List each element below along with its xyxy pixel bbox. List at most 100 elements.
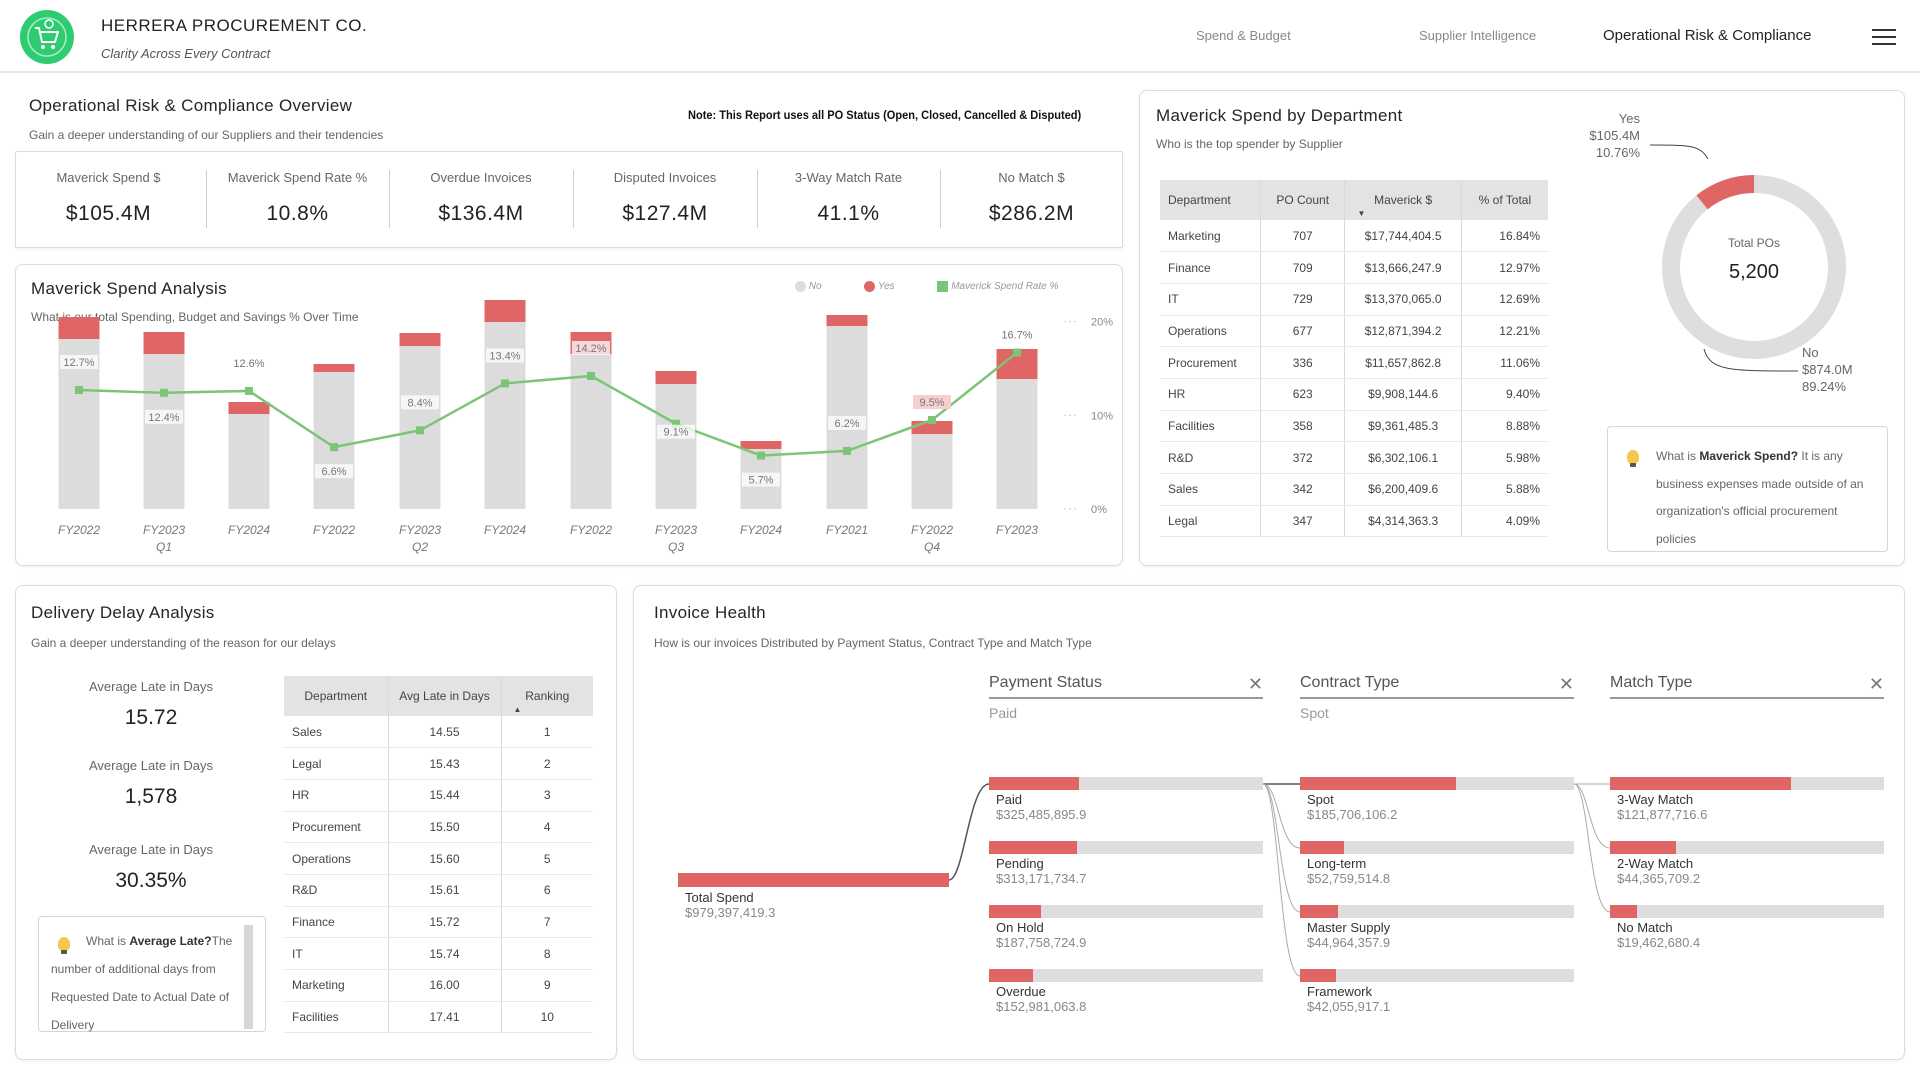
- clear-filter-icon[interactable]: ✕: [1247, 674, 1263, 694]
- rate-marker: [843, 446, 851, 455]
- delivery-table-row[interactable]: IT 15.74 8: [284, 937, 593, 970]
- contract-type-node[interactable]: Long-term $52,759,514.8: [1300, 841, 1574, 886]
- node-label: 3-Way Match: [1617, 792, 1694, 807]
- col-pct-total[interactable]: % of Total: [1460, 180, 1548, 220]
- delivery-table-row[interactable]: Legal 15.43 2: [284, 747, 593, 780]
- rate-data-label: 14.2%: [575, 343, 606, 355]
- node-label: 2-Way Match: [1617, 856, 1694, 871]
- maverick-analysis-title: Maverick Spend Analysis: [31, 279, 227, 298]
- payment-status-filter[interactable]: Payment Status ✕ Paid: [989, 674, 1263, 721]
- delivery-table-row[interactable]: Facilities 17.41 10: [284, 1001, 593, 1034]
- contract-type-node[interactable]: Framework $42,055,917.1: [1300, 969, 1574, 1014]
- match-type-node[interactable]: 3-Way Match $121,877,716.6: [1610, 777, 1884, 822]
- hamburger-menu-icon[interactable]: [1872, 29, 1896, 47]
- table-cell: $13,666,247.9: [1344, 251, 1462, 284]
- kpi-label: Overdue Invoices: [430, 170, 532, 185]
- table-cell: 15.61: [387, 874, 501, 907]
- total-spend-bar: [678, 873, 949, 887]
- col-po-count[interactable]: PO Count: [1259, 180, 1345, 220]
- node-bar-track: [1300, 905, 1574, 918]
- data-label-bg: [572, 340, 610, 355]
- table-cell: 16.84%: [1460, 220, 1548, 253]
- dept-table-row[interactable]: Procurement 336 $11,657,862.8 11.06%: [1160, 346, 1548, 379]
- clear-filter-icon[interactable]: ✕: [1558, 674, 1574, 694]
- x-tick-label: FY2024: [740, 523, 782, 537]
- dept-table-row[interactable]: Legal 347 $4,314,363.3 4.09%: [1160, 505, 1548, 538]
- nav-spend-budget[interactable]: Spend & Budget: [1196, 28, 1291, 43]
- kpi-strip: Maverick Spend $ $105.4M Maverick Spend …: [15, 151, 1123, 248]
- node-total-spend[interactable]: Total Spend $979,397,419.3: [678, 873, 949, 920]
- node-label: Framework: [1307, 984, 1373, 999]
- contract-type-node[interactable]: Master Supply $44,964,357.9: [1300, 905, 1574, 950]
- dept-table-row[interactable]: R&D 372 $6,302,106.1 5.98%: [1160, 441, 1548, 474]
- delivery-table-row[interactable]: HR 15.44 3: [284, 779, 593, 812]
- col-avg-late[interactable]: Avg Late in Days: [387, 676, 501, 716]
- nav-supplier-intelligence[interactable]: Supplier Intelligence: [1419, 28, 1537, 43]
- delivery-table-row[interactable]: Sales 14.55 1: [284, 716, 593, 749]
- dept-table-row[interactable]: Marketing 707 $17,744,404.5 16.84%: [1160, 220, 1548, 253]
- match-type-filter[interactable]: Match Type ✕: [1610, 674, 1884, 705]
- delivery-table-row[interactable]: Procurement 15.50 4: [284, 811, 593, 844]
- delivery-kpi-1: Average Late in Days 15.72: [16, 679, 286, 730]
- filter-underline: [1300, 697, 1574, 699]
- node-bar-fill: [1300, 969, 1336, 982]
- dept-table-row[interactable]: Facilities 358 $9,361,485.3 8.88%: [1160, 410, 1548, 443]
- kpi-label: Average Late in Days: [88, 758, 214, 773]
- delivery-table-row[interactable]: Operations 15.60 5: [284, 842, 593, 875]
- donut-center-value: 5,200: [1729, 261, 1779, 283]
- table-cell: 5.98%: [1460, 441, 1548, 474]
- x-tick-label: FY2023: [655, 523, 697, 537]
- dept-spend-title: Maverick Spend by Department: [1156, 106, 1403, 125]
- nav-operational-risk[interactable]: Operational Risk & Compliance: [1603, 27, 1812, 44]
- tip-body: It is any business expenses made outside…: [1656, 449, 1864, 546]
- col-maverick[interactable]: Maverick $ ▼: [1344, 180, 1462, 220]
- clear-filter-icon[interactable]: ✕: [1868, 674, 1884, 694]
- lightbulb-icon: [1627, 450, 1639, 467]
- node-bar-fill: [989, 905, 1042, 918]
- delivery-table-row[interactable]: Marketing 16.00 9: [284, 969, 593, 1002]
- y2-tick-label: 20%: [1091, 317, 1113, 329]
- delivery-kpi-2: Average Late in Days 1,578: [16, 758, 286, 809]
- node-label: Overdue: [996, 984, 1046, 999]
- delivery-table-row[interactable]: Finance 15.72 7: [284, 906, 593, 939]
- col-department[interactable]: Department: [284, 676, 388, 716]
- table-cell: $17,744,404.5: [1344, 220, 1462, 253]
- table-cell: 358: [1259, 410, 1345, 443]
- node-value: $52,759,514.8: [1307, 871, 1391, 886]
- table-cell: 9.40%: [1460, 378, 1548, 411]
- table-cell: Marketing: [284, 969, 388, 1002]
- payment-status-node[interactable]: On Hold $187,758,724.9: [989, 905, 1263, 950]
- bar-no: [996, 379, 1038, 509]
- match-type-node[interactable]: No Match $19,462,680.4: [1610, 905, 1884, 950]
- kpi-label: Maverick Spend Rate %: [227, 170, 368, 185]
- payment-status-node[interactable]: Overdue $152,981,063.8: [989, 969, 1263, 1014]
- dept-table-row[interactable]: Operations 677 $12,871,394.2 12.21%: [1160, 315, 1548, 348]
- dept-table-row[interactable]: IT 729 $13,370,065.0 12.69%: [1160, 283, 1548, 316]
- invoice-health-panel: Invoice Health How is our invoices Distr…: [633, 585, 1905, 1060]
- dept-table-row[interactable]: HR 623 $9,908,144.6 9.40%: [1160, 378, 1548, 411]
- kpi-value: 1,578: [124, 785, 178, 808]
- payment-status-node[interactable]: Pending $313,171,734.7: [989, 841, 1263, 886]
- kpi-maverick-spend: Maverick Spend $ $105.4M: [16, 152, 201, 247]
- delivery-table-row[interactable]: R&D 15.61 6: [284, 874, 593, 907]
- contract-type-node[interactable]: Spot $185,706,106.2: [1300, 777, 1574, 822]
- dept-table-row[interactable]: Finance 709 $13,666,247.9 12.97%: [1160, 251, 1548, 284]
- contract-type-filter[interactable]: Contract Type ✕ Spot: [1300, 674, 1574, 721]
- node-label: Pending: [996, 856, 1044, 871]
- average-late-tip-card: What is Average Late?The number of addit…: [38, 916, 266, 1032]
- match-type-node[interactable]: 2-Way Match $44,365,709.2: [1610, 841, 1884, 886]
- payment-status-node[interactable]: Paid $325,485,895.9: [989, 777, 1263, 822]
- dept-table-row[interactable]: Sales 342 $6,200,409.6 5.88%: [1160, 473, 1548, 506]
- table-cell: HR: [1160, 378, 1261, 411]
- table-cell: Procurement: [284, 811, 388, 844]
- node-label: Total Spend: [685, 890, 754, 905]
- col-ranking[interactable]: Ranking ▲: [500, 676, 593, 716]
- quarter-label: Q4: [924, 540, 940, 554]
- table-cell: $9,361,485.3: [1344, 410, 1462, 443]
- tip-body: The number of additional days from Reque…: [51, 934, 233, 1032]
- tip-scrollbar[interactable]: [244, 925, 253, 1029]
- node-bar-fill: [1610, 777, 1791, 790]
- table-cell: 4.09%: [1460, 505, 1548, 538]
- rate-marker: [75, 386, 83, 395]
- col-department[interactable]: Department: [1160, 180, 1261, 220]
